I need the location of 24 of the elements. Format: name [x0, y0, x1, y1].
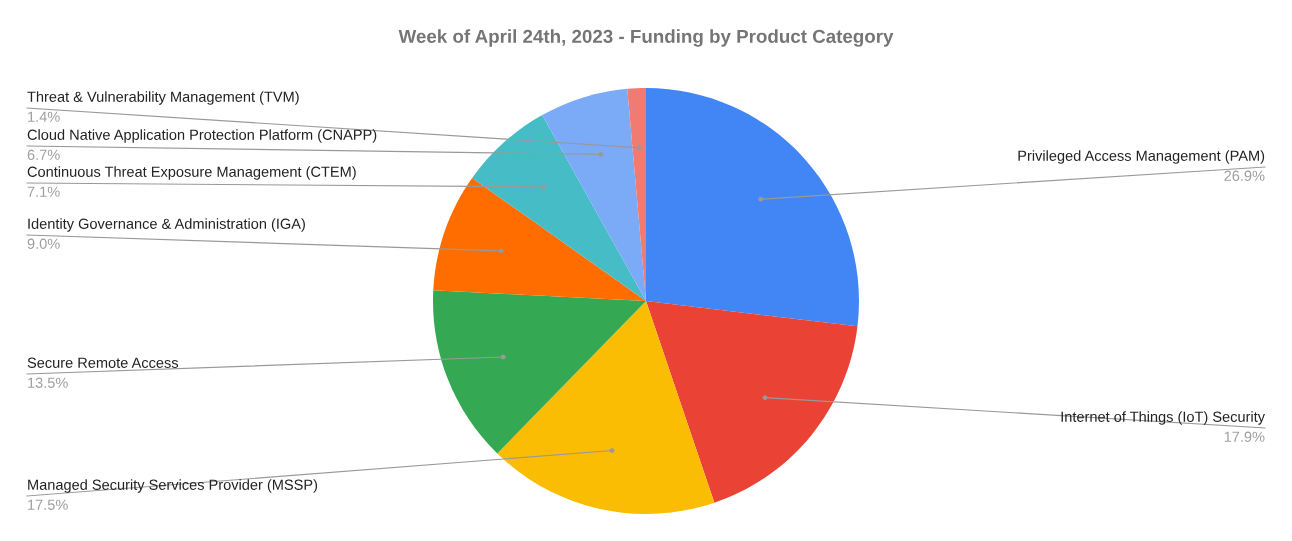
- slice-label: Identity Governance & Administration (IGA): [28, 218, 305, 232]
- data-label: 26.9%: [1224, 170, 1265, 181]
- slice-label: Secure Remote Access: [27, 357, 179, 368]
- pie-slice: [497, 301, 715, 514]
- pie-slice: [433, 177, 646, 301]
- pie-slice: [542, 88, 646, 301]
- pie-slice: [433, 290, 646, 454]
- data-label: 7.1%: [27, 186, 60, 197]
- data-label: 6.7%: [27, 149, 60, 160]
- pie-slice: [646, 88, 859, 327]
- pie-slice: [646, 301, 858, 503]
- slice-label: Internet of Things (IoT) Security: [1061, 411, 1265, 425]
- data-label: 1.4%: [28, 111, 60, 122]
- slice-label: Continuous Threat Exposure Management (CTEM): [27, 166, 356, 180]
- pie-slice: [472, 115, 646, 301]
- slice-label: Threat & Vulnerability Management (TVM): [27, 91, 299, 105]
- data-label: 17.5%: [28, 499, 68, 510]
- data-label: 13.5%: [28, 377, 68, 388]
- chart-title: Week of April 24th, 2023 - Funding by Product Category: [398, 29, 894, 47]
- data-label: 17.9%: [1224, 431, 1265, 442]
- slice-label: Cloud Native Application Protection Platform (CNAPP): [27, 129, 377, 143]
- slice-label: Managed Security Services Provider (MSSP): [28, 479, 318, 493]
- slice-label: Privileged Access Management (PAM): [1018, 150, 1265, 164]
- data-label: 9.0%: [27, 238, 60, 249]
